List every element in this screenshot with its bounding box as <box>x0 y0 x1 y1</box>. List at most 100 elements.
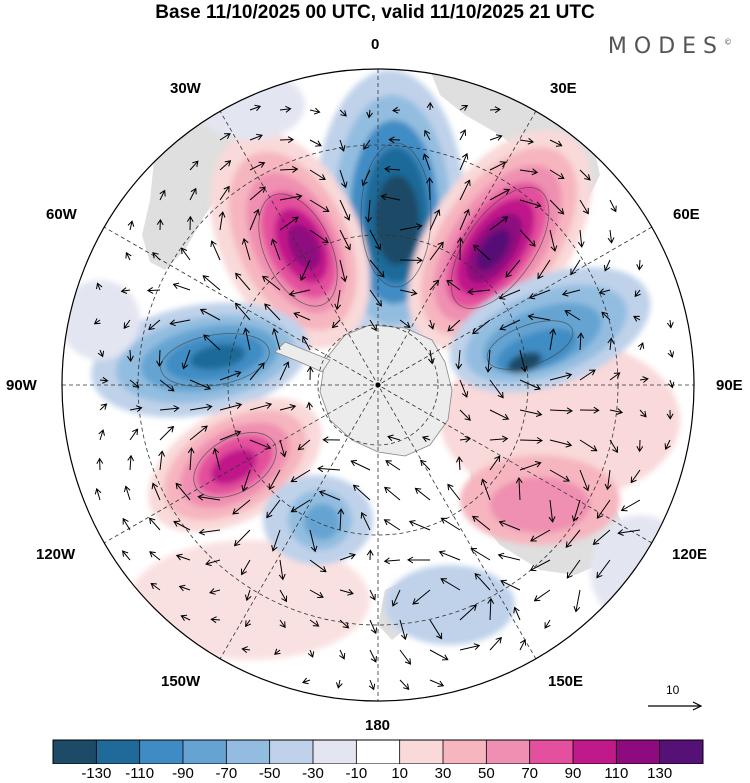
wind-arrow <box>519 638 527 651</box>
wind-arrow <box>399 649 412 665</box>
wind-arrow <box>447 319 461 332</box>
wind-arrow <box>150 582 161 591</box>
wind-arrow <box>617 529 641 536</box>
wind-arrow <box>527 313 551 321</box>
wind-arrow <box>579 199 589 215</box>
wind-arrow <box>549 372 573 381</box>
colorbar-swatch-4 <box>226 740 270 764</box>
wind-arrow <box>306 401 313 411</box>
colorbar-swatch-12 <box>573 740 617 764</box>
wind-arrow <box>414 487 431 501</box>
wind-arrow <box>459 208 470 231</box>
colorbar-swatch-9 <box>443 740 487 764</box>
wind-arrow <box>472 319 491 335</box>
wind-arrow <box>233 529 251 547</box>
colorbar-tick-label: -90 <box>172 765 194 782</box>
wind-arrow <box>232 499 251 515</box>
wind-arrow <box>178 584 191 592</box>
colorbar-border <box>52 739 704 764</box>
wind-arrow <box>156 349 163 367</box>
low-anomaly-s2 <box>385 565 515 645</box>
antarctica <box>319 324 453 457</box>
colorbar-swatch-0 <box>53 740 97 764</box>
wind-arrow <box>123 319 131 329</box>
wind-arrow <box>278 559 286 581</box>
wind-arrow <box>180 614 191 621</box>
wind-arrow <box>519 379 541 391</box>
wind-arrow <box>459 435 472 443</box>
wind-arrow <box>249 186 266 201</box>
colorbar-tick-label: -30 <box>302 765 324 782</box>
wind-arrow <box>549 199 565 215</box>
wind-arrow <box>489 134 503 141</box>
wind-arrow <box>219 160 232 171</box>
wind-arrow <box>297 439 311 451</box>
wind-arrow <box>249 362 265 381</box>
wind-arrow <box>487 597 495 621</box>
wind-arrow <box>447 483 461 501</box>
wind-arrow <box>428 319 435 330</box>
low-anomaly-east <box>449 267 651 393</box>
wind-arrow <box>604 469 612 491</box>
lon-label-90w: 90W <box>6 377 37 394</box>
wind-arrow <box>438 550 461 561</box>
wind-arrow <box>498 289 521 300</box>
wind-arrow <box>446 279 461 291</box>
wind-arrow <box>219 402 243 411</box>
wind-arrow <box>480 478 491 501</box>
wind-arrow <box>388 136 401 144</box>
wind-arrow <box>489 161 507 171</box>
wind-arrow <box>268 469 281 491</box>
wind-arrow <box>272 327 281 351</box>
wind-arrow <box>129 405 143 412</box>
wind-arrow <box>96 457 104 471</box>
wind-arrow <box>467 288 491 296</box>
wind-arrow <box>609 408 624 415</box>
wind-arrow <box>459 409 471 421</box>
wind-arrow <box>489 409 510 420</box>
wind-arrow <box>519 409 543 417</box>
wind-arrow <box>533 589 551 602</box>
wind-arrow <box>505 259 521 278</box>
wind-arrow <box>513 606 521 621</box>
colorbar-tick-label: -70 <box>215 765 238 782</box>
wind-arrow <box>579 169 591 181</box>
wind-arrow <box>352 484 371 501</box>
wind-arrow <box>596 499 611 519</box>
wind-arrow <box>636 439 644 453</box>
wind-arrow <box>151 482 161 501</box>
wind-arrow <box>519 437 543 444</box>
wind-arrow <box>489 455 501 471</box>
wind-arrow <box>498 520 521 531</box>
wind-arrow <box>429 209 441 231</box>
reference-vector-label: 10 <box>666 683 680 697</box>
wind-arrow <box>279 404 297 411</box>
wind-arrow <box>383 519 401 531</box>
wind-arrow <box>279 216 299 231</box>
wind-arrow <box>421 435 431 443</box>
lon-label-60w: 60W <box>46 206 77 223</box>
wind-arrow <box>241 559 251 576</box>
colorbar-swatch-13 <box>616 740 660 764</box>
wind-arrow <box>189 187 197 201</box>
lon-label-90e: 90E <box>716 377 743 394</box>
wind-arrow <box>339 589 354 596</box>
wind-arrow <box>159 189 166 201</box>
wind-arrow <box>407 556 431 564</box>
wind-arrow <box>279 619 286 629</box>
wind-arrow <box>399 223 423 231</box>
wind-arrow <box>219 430 242 441</box>
wind-arrow <box>99 376 109 384</box>
wind-arrow <box>489 435 509 443</box>
wind-arrow <box>459 104 469 111</box>
wind-arrow <box>384 165 401 173</box>
wind-arrow <box>209 588 221 595</box>
wind-arrow <box>290 469 311 483</box>
wind-arrow <box>299 259 311 281</box>
colorbar-tick-label: 50 <box>477 765 495 782</box>
low-anomaly-west <box>91 302 309 418</box>
modes-logo: MODES© <box>608 34 732 59</box>
wind-arrow <box>290 499 311 513</box>
wind-arrow <box>598 288 611 295</box>
wind-arrow <box>125 251 132 261</box>
